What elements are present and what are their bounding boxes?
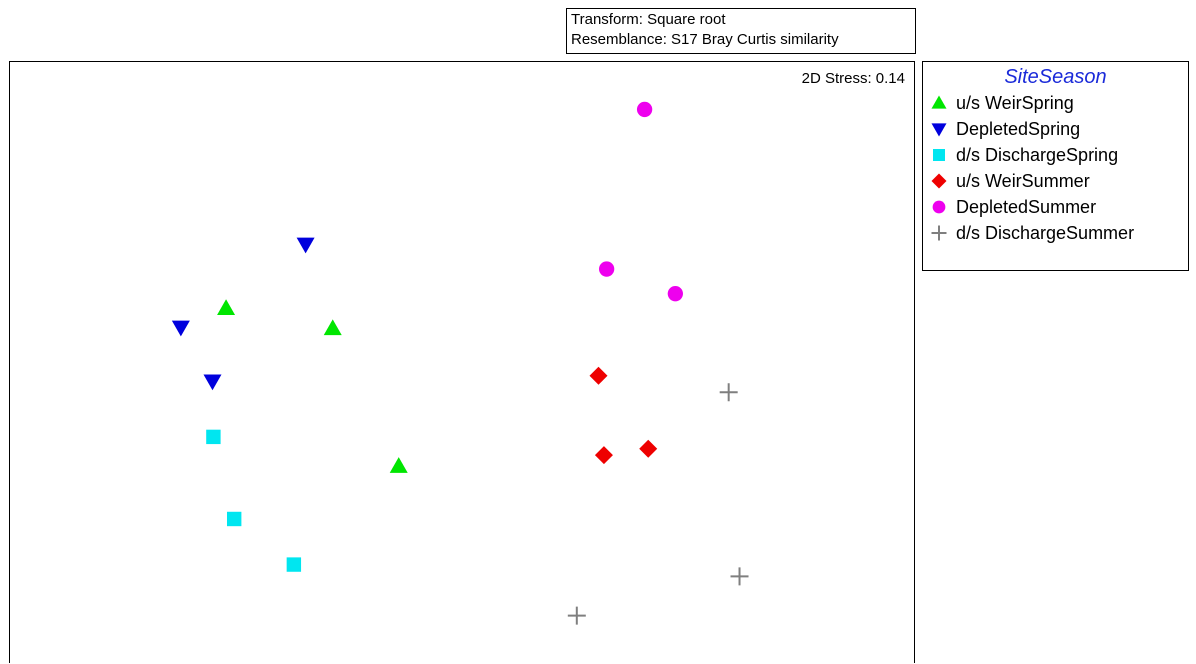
point-depletedsummer-3 [667, 286, 683, 302]
point-u-s-weirspring-2 [323, 319, 342, 336]
legend-item-depletedsummer: DepletedSummer [923, 194, 1188, 220]
circle-marker-icon [932, 200, 946, 214]
legend-item-depletedspring: DepletedSpring [923, 116, 1188, 142]
legend-item-d-s-dischargesummer: d/s DischargeSummer [923, 220, 1188, 246]
point-u-s-weirspring-3 [389, 457, 408, 473]
legend-item-label: u/s WeirSpring [956, 92, 1074, 113]
mds-scatter-plot [171, 101, 749, 625]
legend-item-label: d/s DischargeSpring [956, 144, 1119, 165]
triangle-up-marker-icon [931, 95, 947, 109]
legend-item-label: DepletedSummer [956, 196, 1097, 217]
point-depletedspring-1 [296, 237, 315, 254]
point-depletedspring-2 [171, 320, 190, 337]
point-u-s-weirsummer-1 [589, 366, 608, 385]
legend: SiteSeason u/s WeirSpring DepletedSpring d… [922, 61, 1189, 271]
legend-item-d-s-dischargespring: d/s DischargeSpring [923, 142, 1188, 168]
point-u-s-weirspring-1 [217, 299, 236, 316]
legend-item-u-s-weirsummer: u/s WeirSummer [923, 168, 1188, 194]
point-depletedspring-3 [203, 374, 222, 391]
point-d-s-dischargespring-2 [226, 511, 242, 527]
legend-item-label: d/s DischargeSummer [956, 222, 1135, 243]
transform-label: Transform: Square root [571, 11, 726, 28]
transform-info-box: Transform: Square root Resemblance: S17 … [566, 8, 916, 54]
point-d-s-dischargesummer-2 [730, 567, 749, 586]
legend-item-label: DepletedSpring [956, 118, 1081, 139]
point-d-s-dischargesummer-1 [719, 383, 738, 402]
point-d-s-dischargespring-3 [286, 557, 302, 572]
plus-marker-icon [931, 225, 947, 241]
legend-item-u-s-weirspring: u/s WeirSpring [923, 90, 1188, 116]
point-depletedsummer-1 [636, 101, 653, 118]
diamond-marker-icon [931, 173, 947, 189]
square-marker-icon [933, 149, 945, 161]
triangle-down-marker-icon [931, 123, 947, 137]
legend-item-label: u/s WeirSummer [956, 170, 1090, 191]
stress-label: 2D Stress: 0.14 [801, 70, 905, 87]
point-d-s-dischargespring-1 [206, 429, 221, 445]
resemblance-label: Resemblance: S17 Bray Curtis similarity [571, 31, 839, 48]
legend-items: u/s WeirSpring DepletedSpring d/s Discharg… [923, 90, 1188, 246]
point-d-s-dischargesummer-3 [567, 606, 586, 625]
point-u-s-weirsummer-2 [594, 446, 613, 465]
point-u-s-weirsummer-3 [639, 439, 658, 458]
point-depletedsummer-2 [598, 261, 615, 277]
legend-title: SiteSeason [1004, 66, 1107, 88]
plot-area: 2D Stress: 0.14 [9, 61, 915, 663]
